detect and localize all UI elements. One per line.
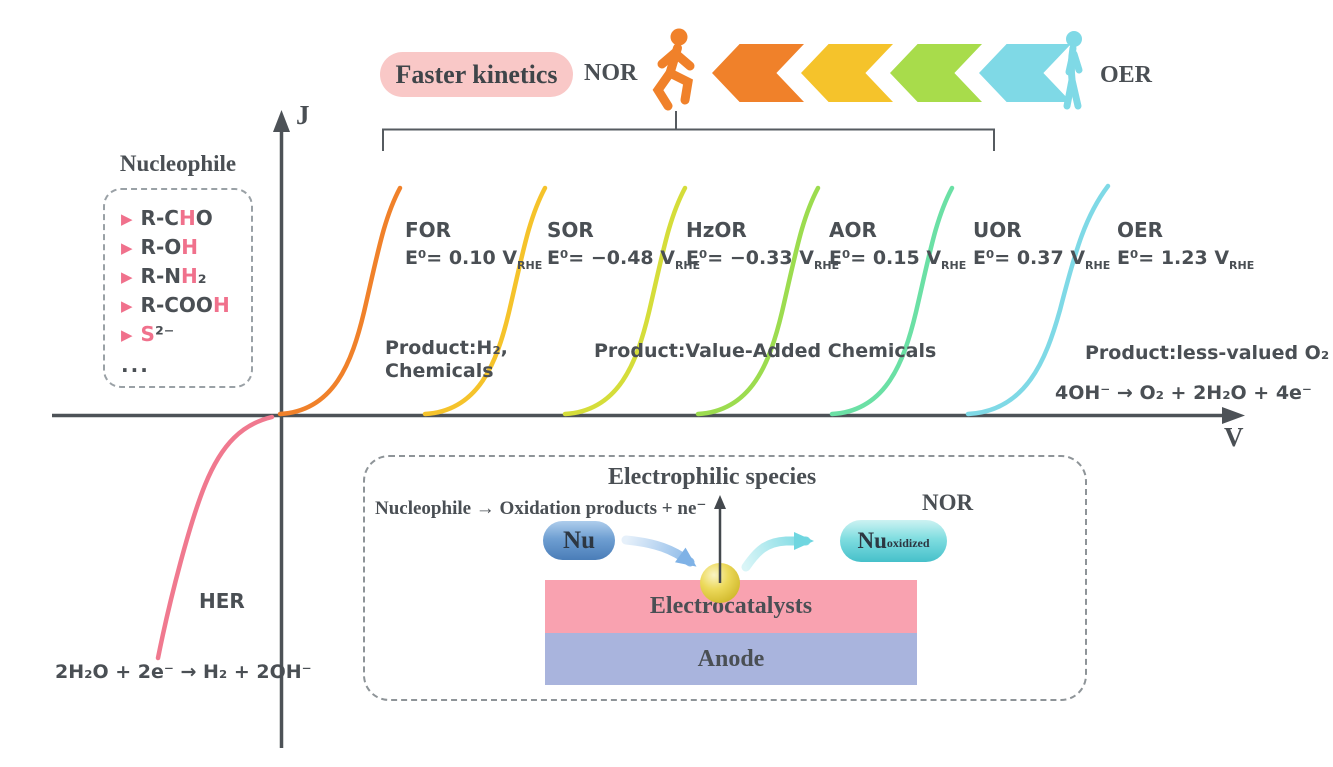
curve-label-HzOR: HzOR E⁰= −0.33 VRHE (686, 218, 840, 272)
nucleophile-title: Nucleophile (119, 151, 237, 176)
nucleophile-oxidation-reaction: Nucleophile → Oxidation products + ne⁻ (375, 498, 707, 519)
curve-label-UOR: UOR E⁰= 0.37 VRHE (973, 218, 1111, 272)
runner-icon (652, 28, 695, 111)
anode-label: Anode (697, 645, 765, 672)
chevron-arrow-icon (712, 44, 804, 102)
triangle-bullet-icon: ▶ (121, 297, 133, 315)
triangle-bullet-icon: ▶ (121, 239, 133, 257)
mechanism-panel: Electrocatalysts Anode (363, 455, 1087, 701)
y-axis-arrowhead (273, 110, 290, 132)
nu-oxidized-subscript: oxidized (886, 535, 930, 550)
curve-FOR (277, 185, 403, 417)
oer-equation: 4OH⁻ → O₂ + 2H₂O + 4e⁻ (1055, 382, 1312, 404)
x-axis-label: V (1224, 422, 1244, 452)
nor-mechanism-label: NOR (922, 490, 974, 515)
faster-kinetics-pill: Faster kinetics (380, 52, 573, 97)
electrocatalysts-label: Electrocatalysts (649, 593, 813, 619)
curve-label-SOR: SOR E⁰= −0.48 VRHE (547, 218, 701, 272)
product-left-text: Product:H₂, Chemicals (385, 337, 508, 382)
nucleophile-box: ▶ R-C H O ▶ R-O H ▶ R-N H ₂ ▶ R-COO H ▶ S ²⁻ ..… (103, 188, 253, 388)
triangle-bullet-icon: ▶ (121, 210, 133, 228)
nucleophile-item: ▶ S ²⁻ (121, 322, 175, 346)
nu-label: Nu (563, 526, 595, 554)
y-axis-label: J (296, 100, 310, 130)
curve-label-AOR: AOR E⁰= 0.15 VRHE (829, 218, 967, 272)
nu-pill: Nu (543, 521, 615, 560)
electrophilic-species-title: Electrophilic species (608, 464, 817, 490)
curve-label-OER: OER E⁰= 1.23 VRHE (1117, 218, 1255, 272)
nucleophile-item: ▶ R-N H ₂ (121, 264, 207, 288)
nucleophile-item: ▶ R-O H (121, 235, 198, 259)
nu-oxidized-pill: Nu oxidized (840, 520, 947, 562)
chevron-arrow-icon (801, 44, 893, 102)
nu-oxidized-label: Nu (857, 528, 887, 553)
curve-HER (155, 414, 275, 661)
nucleophile-item: ▶ R-C H O (121, 206, 213, 230)
curve-label-FOR: FOR E⁰= 0.10 VRHE (405, 218, 543, 272)
nucleophile-item: ▶ R-COO H (121, 293, 230, 317)
product-middle-text: Product:Value-Added Chemicals (594, 340, 937, 362)
faster-kinetics-label: Faster kinetics (395, 59, 558, 89)
her-equation: 2H₂O + 2e⁻ → H₂ + 2OH⁻ (55, 661, 312, 683)
product-right-text: Product:less-valued O₂ (1085, 342, 1330, 364)
triangle-bullet-icon: ▶ (121, 268, 133, 286)
oer-banner-label: OER (1100, 62, 1153, 88)
nor-banner-label: NOR (584, 60, 638, 86)
chevron-arrow-icon (890, 44, 982, 102)
anode-bar: Anode (545, 633, 917, 685)
triangle-bullet-icon: ▶ (121, 326, 133, 344)
electrocatalysts-bar: Electrocatalysts (545, 580, 917, 633)
bracket (382, 128, 995, 151)
nucleophile-ellipsis: ... (121, 353, 150, 377)
her-label: HER (199, 589, 245, 613)
walker-icon (1063, 31, 1083, 110)
